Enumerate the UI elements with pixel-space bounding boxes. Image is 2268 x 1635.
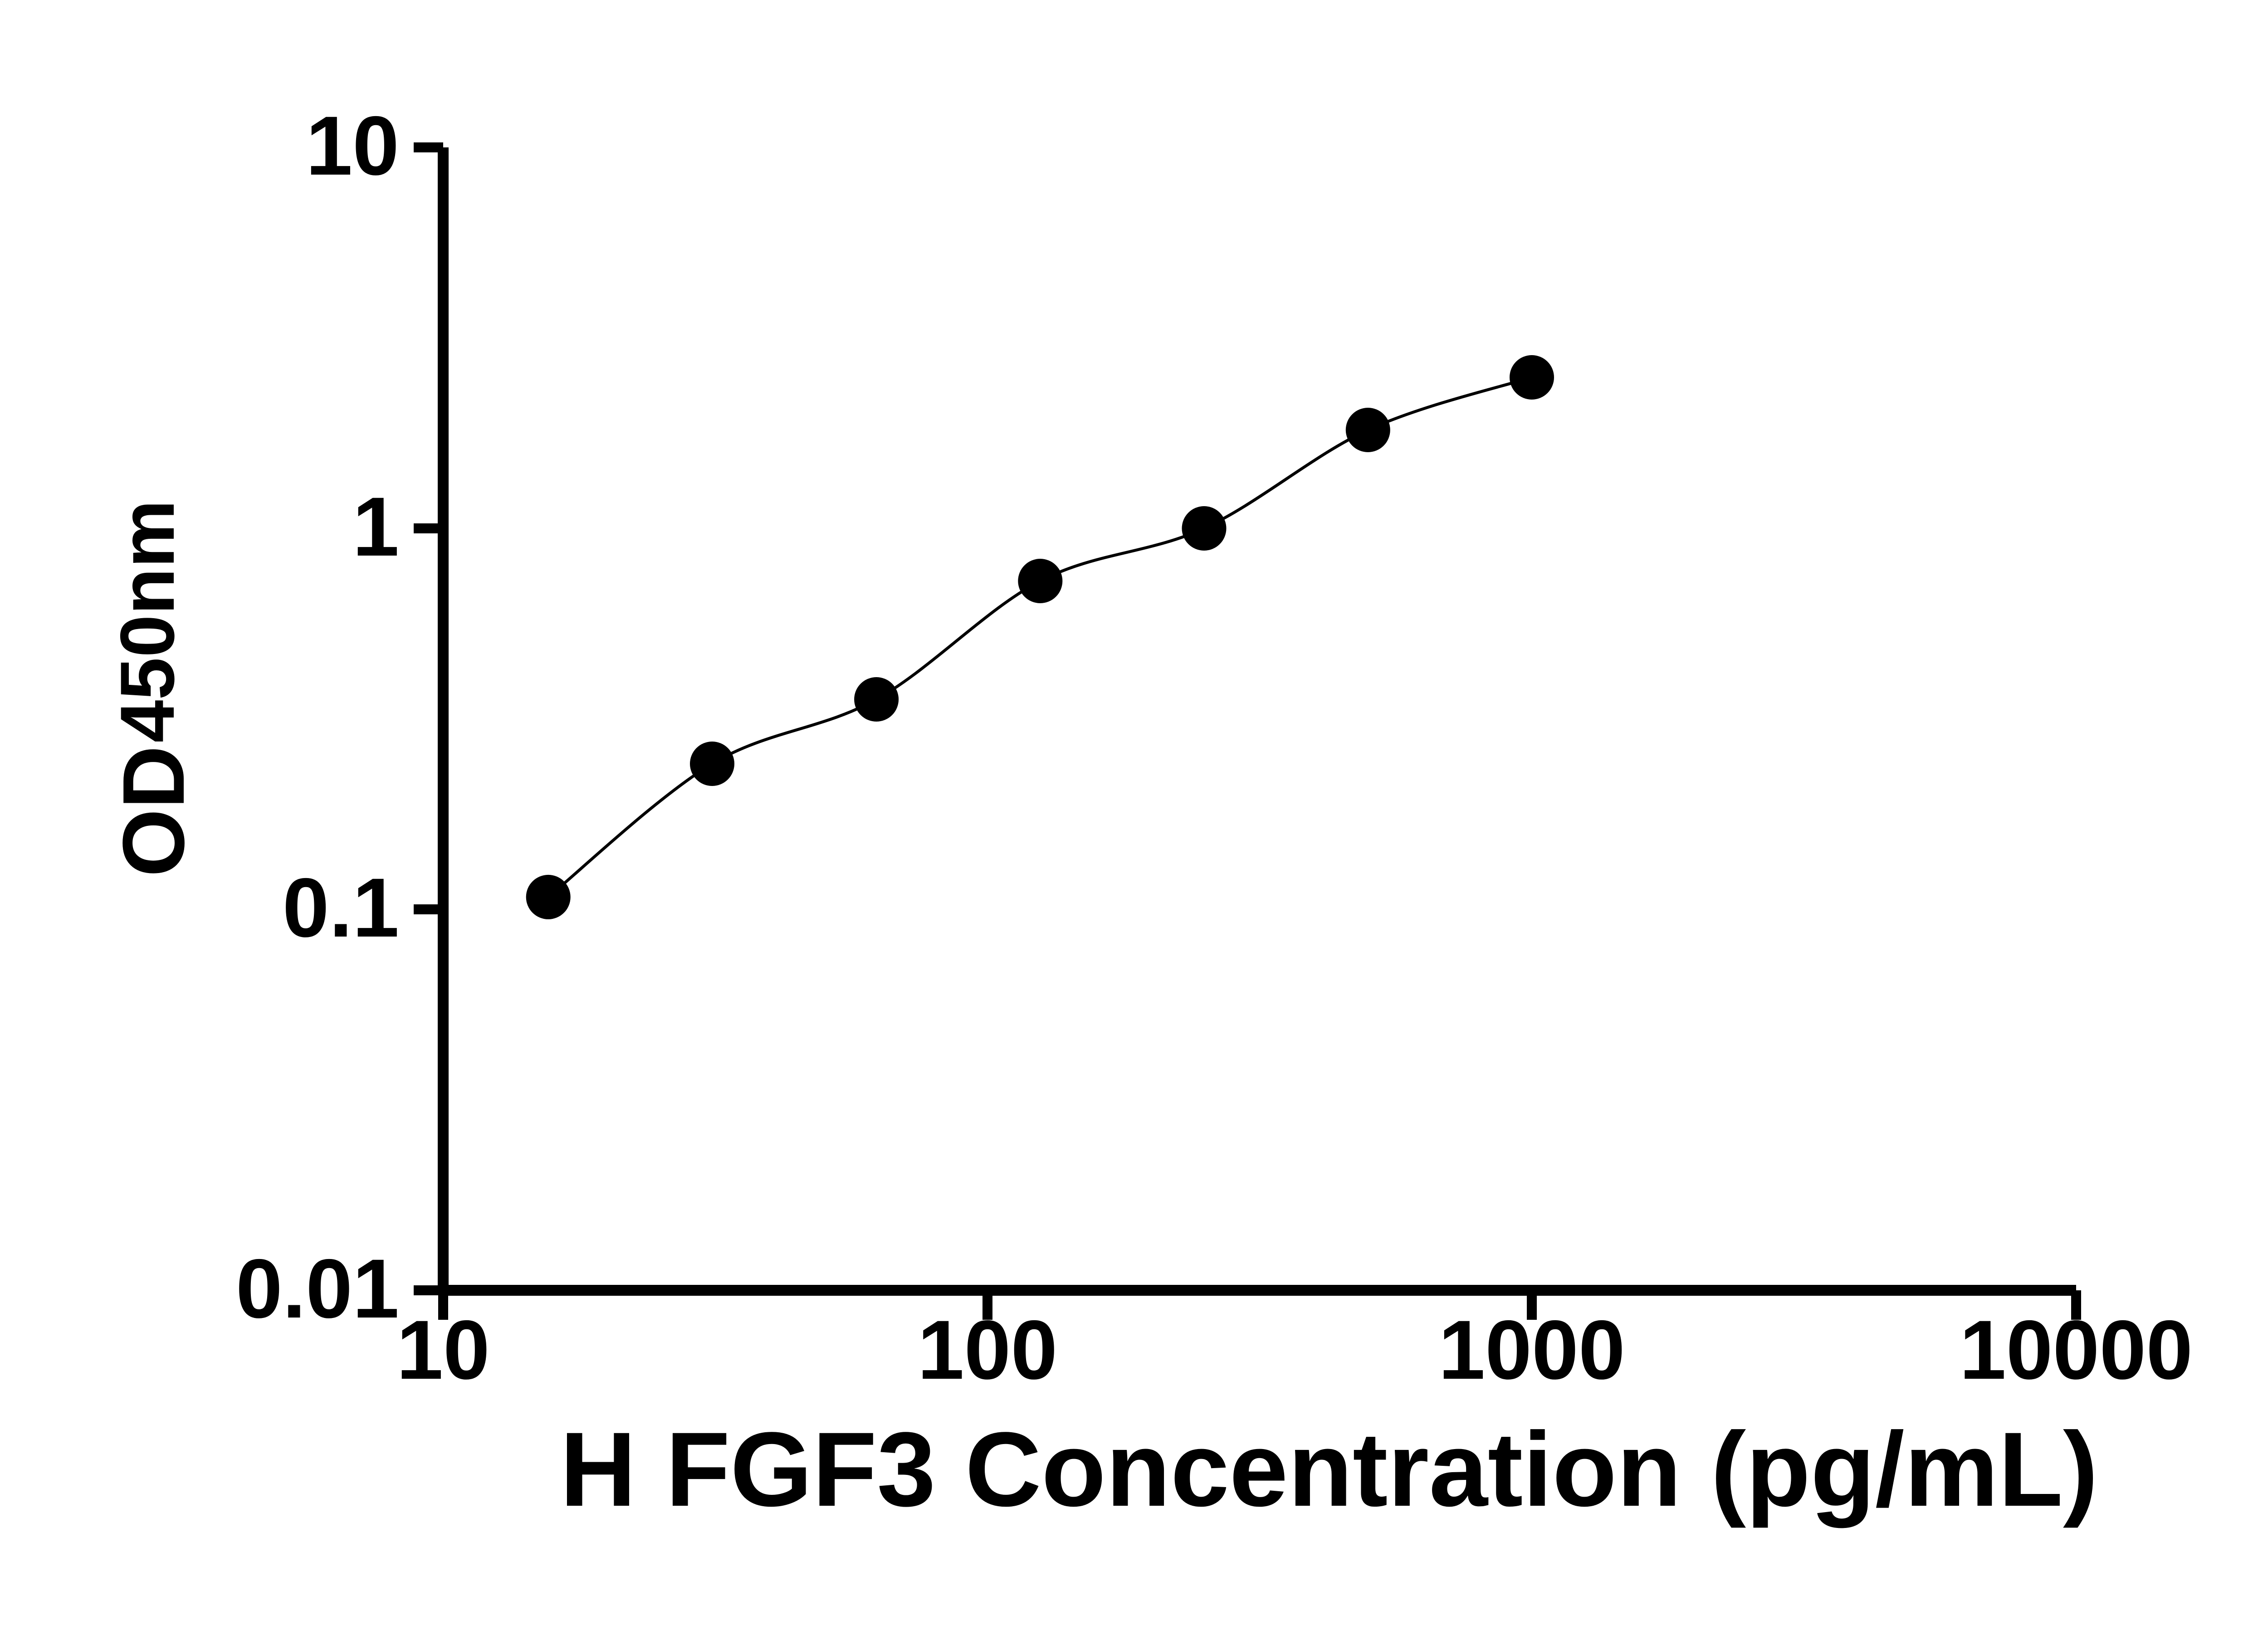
svg-text:10: 10 (396, 1303, 490, 1397)
svg-text:OD: OD (104, 746, 202, 877)
svg-text:1000: 1000 (1438, 1303, 1625, 1397)
svg-text:H FGF3 Concentration (pg/mL): H FGF3 Concentration (pg/mL) (560, 1410, 2098, 1528)
svg-text:10: 10 (306, 99, 399, 193)
svg-text:1: 1 (352, 480, 399, 574)
svg-text:0.1: 0.1 (283, 861, 399, 955)
svg-text:100: 100 (918, 1303, 1058, 1397)
svg-text:10000: 10000 (1960, 1303, 2193, 1397)
svg-text:450nm: 450nm (104, 500, 190, 742)
svg-text:0.01: 0.01 (236, 1242, 399, 1336)
